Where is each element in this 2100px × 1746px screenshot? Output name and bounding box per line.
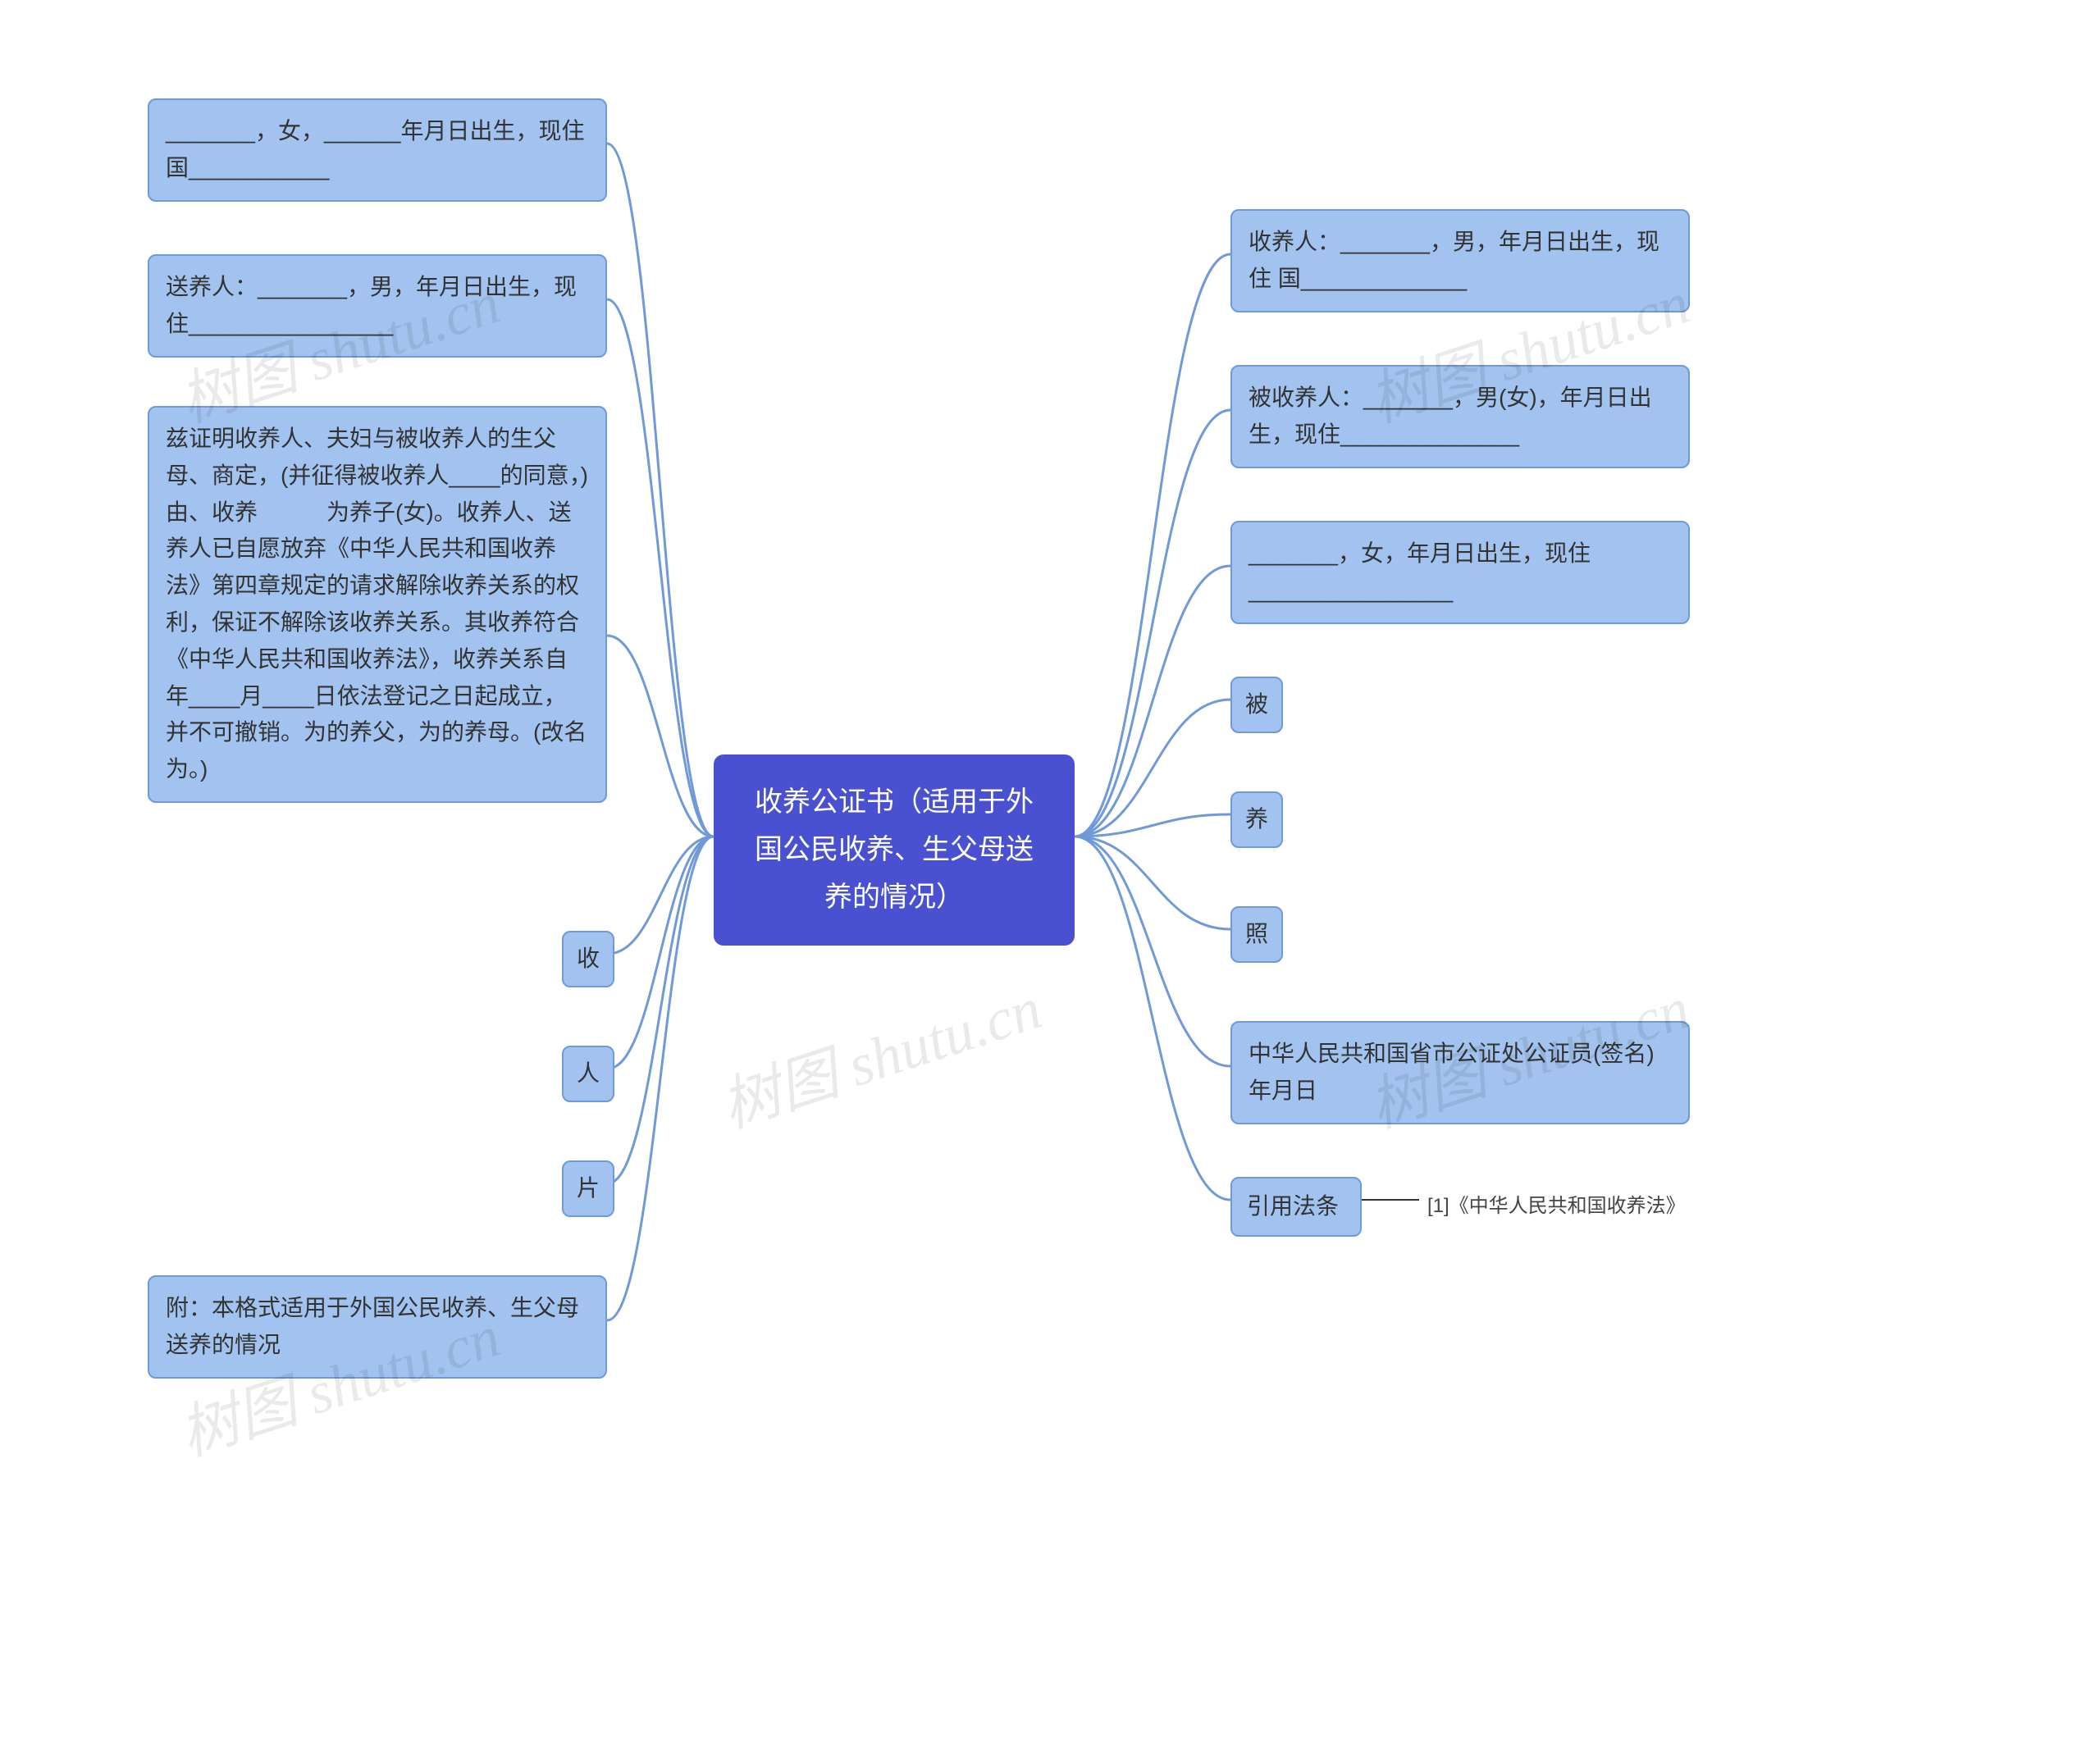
right-node-6[interactable]: 照 [1230,906,1283,963]
right-node-5[interactable]: 养 [1230,791,1283,848]
left-node-1[interactable]: _______，女，______年月日出生，现住 国___________ [148,98,607,202]
mindmap-canvas: 收养公证书（适用于外国公民收养、生父母送养的情况） _______，女，____… [0,0,2100,1746]
watermark: 树图 shutu.cn [709,960,1051,1144]
right-node-4[interactable]: 被 [1230,677,1283,733]
right-node-1[interactable]: 收养人：_______，男，年月日出生，现住 国_____________ [1230,209,1690,312]
left-node-5[interactable]: 人 [562,1046,614,1102]
left-node-2[interactable]: 送养人：_______，男，年月日出生，现住________________ [148,254,607,358]
left-node-4[interactable]: 收 [562,931,614,987]
center-node[interactable]: 收养公证书（适用于外国公民收养、生父母送养的情况） [714,754,1075,946]
right-node-8[interactable]: 引用法条 [1230,1177,1362,1237]
left-node-6[interactable]: 片 [562,1160,614,1217]
right-node-2[interactable]: 被收养人：_______，男(女)，年月日出生，现住______________ [1230,365,1690,468]
left-node-7[interactable]: 附：本格式适用于外国公民收养、生父母送养的情况 [148,1275,607,1379]
citation-leaf: [1]《中华人民共和国收养法》 [1427,1189,1686,1218]
right-node-3[interactable]: _______，女，年月日出生，现住________________ [1230,521,1690,624]
right-node-7[interactable]: 中华人民共和国省市公证处公证员(签名)年月日 [1230,1021,1690,1124]
left-node-3[interactable]: 兹证明收养人、夫妇与被收养人的生父母、商定，(并征得被收养人____的同意，)由… [148,406,607,803]
